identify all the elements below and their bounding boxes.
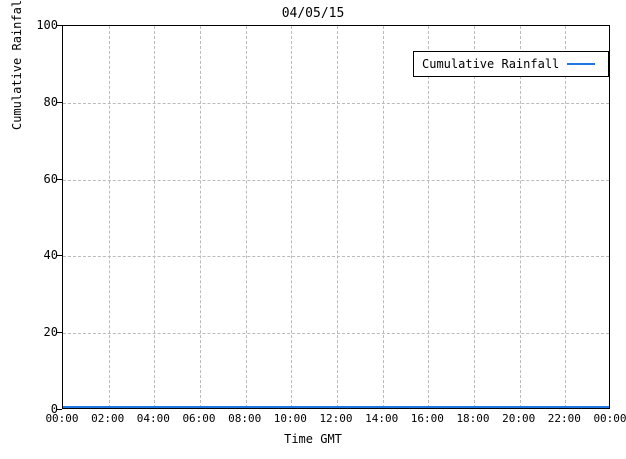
gridline-vertical (291, 26, 292, 408)
x-tick-label: 04:00 (133, 412, 173, 425)
x-tick-label: 10:00 (270, 412, 310, 425)
x-tick-label: 00:00 (42, 412, 82, 425)
gridline-vertical (109, 26, 110, 408)
gridline-vertical (246, 26, 247, 408)
x-tick-label: 22:00 (544, 412, 584, 425)
chart-container: 04/05/15 Cumulative Rainfall 100 80 60 (0, 0, 626, 459)
gridline-vertical (154, 26, 155, 408)
gridline-vertical (383, 26, 384, 408)
plot-area: Cumulative Rainfall (62, 25, 610, 409)
x-tick-label: 00:00 (590, 412, 626, 425)
gridline-horizontal (63, 333, 609, 334)
gridline-vertical (337, 26, 338, 408)
gridline-horizontal (63, 103, 609, 104)
legend-label-cumulative-rainfall: Cumulative Rainfall (422, 57, 559, 71)
legend-box: Cumulative Rainfall (413, 51, 609, 77)
x-tick-label: 06:00 (179, 412, 219, 425)
y-tick-label: 60 (18, 172, 58, 186)
gridline-horizontal (63, 256, 609, 257)
gridline-vertical (428, 26, 429, 408)
gridline-vertical (200, 26, 201, 408)
x-tick-label: 08:00 (225, 412, 265, 425)
x-tick-label: 12:00 (316, 412, 356, 425)
x-tick-label: 20:00 (499, 412, 539, 425)
cumulative-rainfall-line[interactable] (63, 406, 609, 408)
legend-swatch-cumulative-rainfall (567, 63, 595, 65)
gridline-horizontal (63, 180, 609, 181)
gridline-vertical (474, 26, 475, 408)
x-tick-label: 02:00 (88, 412, 128, 425)
x-tick-label: 16:00 (407, 412, 447, 425)
x-tick-label: 18:00 (453, 412, 493, 425)
chart-title: 04/05/15 (0, 6, 626, 21)
y-axis-label: Cumulative Rainfall (mm) (10, 110, 24, 130)
y-tick-label: 40 (18, 248, 58, 262)
x-axis-label: Time GMT (0, 432, 626, 446)
y-tick-label: 100 (18, 18, 58, 32)
x-tick-label: 14:00 (362, 412, 402, 425)
y-tick-label: 80 (18, 95, 58, 109)
y-tick-label: 20 (18, 325, 58, 339)
gridline-vertical (520, 26, 521, 408)
gridline-vertical (565, 26, 566, 408)
